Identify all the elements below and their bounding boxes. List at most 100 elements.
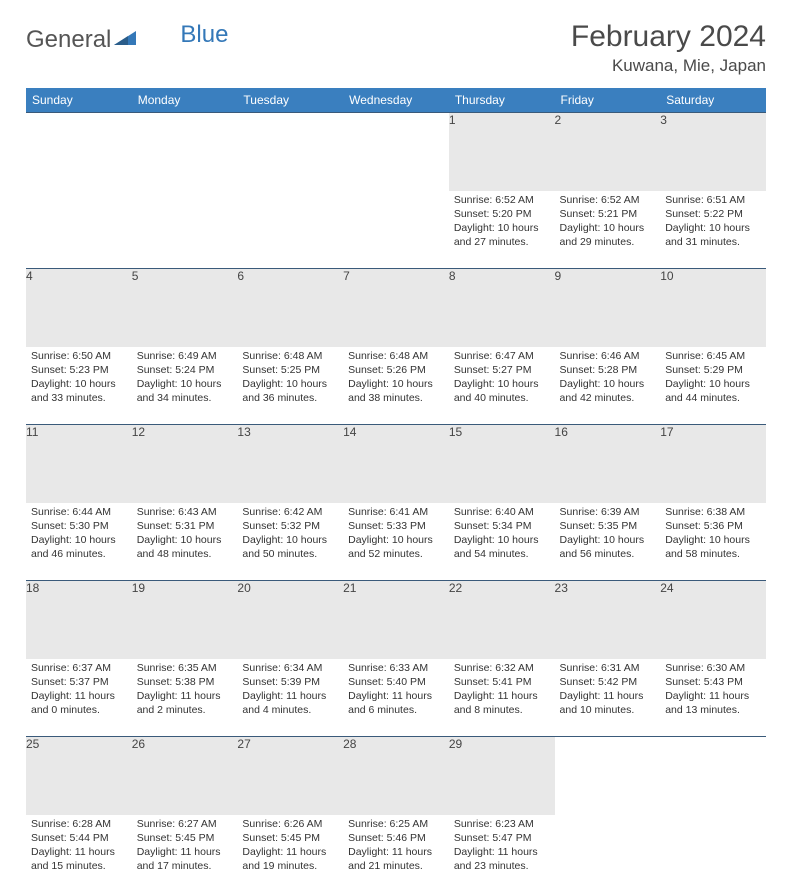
day-number-cell: 3 (660, 113, 766, 191)
sunset-text: Sunset: 5:23 PM (31, 363, 127, 377)
daylight-text-1: Daylight: 11 hours (31, 845, 127, 859)
day-number-cell: 16 (555, 425, 661, 503)
day-cell: Sunrise: 6:52 AMSunset: 5:20 PMDaylight:… (449, 191, 555, 269)
day-number: 17 (660, 425, 673, 439)
day-cell (132, 191, 238, 269)
sunrise-text: Sunrise: 6:25 AM (348, 817, 444, 831)
daylight-text-2: and 52 minutes. (348, 547, 444, 561)
day-cell: Sunrise: 6:44 AMSunset: 5:30 PMDaylight:… (26, 503, 132, 581)
day-details: Sunrise: 6:26 AMSunset: 5:45 PMDaylight:… (237, 815, 343, 880)
daylight-text-2: and 23 minutes. (454, 859, 550, 873)
day-details: Sunrise: 6:38 AMSunset: 5:36 PMDaylight:… (660, 503, 766, 568)
sunset-text: Sunset: 5:38 PM (137, 675, 233, 689)
calendar-table: SundayMondayTuesdayWednesdayThursdayFrid… (26, 88, 766, 893)
day-number: 1 (449, 113, 456, 127)
sunrise-text: Sunrise: 6:42 AM (242, 505, 338, 519)
sunset-text: Sunset: 5:27 PM (454, 363, 550, 377)
sunset-text: Sunset: 5:28 PM (560, 363, 656, 377)
sunrise-text: Sunrise: 6:51 AM (665, 193, 761, 207)
day-cell: Sunrise: 6:40 AMSunset: 5:34 PMDaylight:… (449, 503, 555, 581)
daylight-text-1: Daylight: 10 hours (31, 533, 127, 547)
daylight-text-1: Daylight: 11 hours (137, 845, 233, 859)
day-cell (343, 191, 449, 269)
day-number-cell: 8 (449, 269, 555, 347)
day-cell: Sunrise: 6:35 AMSunset: 5:38 PMDaylight:… (132, 659, 238, 737)
day-number: 23 (555, 581, 568, 595)
brand-logo: General Blue (26, 26, 228, 54)
daylight-text-2: and 34 minutes. (137, 391, 233, 405)
weekday-header: Thursday (449, 88, 555, 113)
daylight-text-2: and 2 minutes. (137, 703, 233, 717)
sunrise-text: Sunrise: 6:28 AM (31, 817, 127, 831)
day-cell: Sunrise: 6:49 AMSunset: 5:24 PMDaylight:… (132, 347, 238, 425)
calendar-body: 1 23 Sunrise: 6:52 AMSunset: 5:20 PMDaylig… (26, 113, 766, 893)
day-number-cell: 9 (555, 269, 661, 347)
daylight-text-2: and 46 minutes. (31, 547, 127, 561)
daylight-text-1: Daylight: 11 hours (348, 689, 444, 703)
day-number-row: 45678910 (26, 269, 766, 347)
daylight-text-2: and 44 minutes. (665, 391, 761, 405)
daylight-text-2: and 38 minutes. (348, 391, 444, 405)
sunrise-text: Sunrise: 6:39 AM (560, 505, 656, 519)
day-details: Sunrise: 6:52 AMSunset: 5:21 PMDaylight:… (555, 191, 661, 256)
daylight-text-1: Daylight: 10 hours (665, 533, 761, 547)
sunset-text: Sunset: 5:47 PM (454, 831, 550, 845)
day-details: Sunrise: 6:42 AMSunset: 5:32 PMDaylight:… (237, 503, 343, 568)
daylight-text-1: Daylight: 10 hours (560, 533, 656, 547)
day-number: 27 (237, 737, 250, 751)
sunset-text: Sunset: 5:21 PM (560, 207, 656, 221)
day-details: Sunrise: 6:48 AMSunset: 5:25 PMDaylight:… (237, 347, 343, 412)
day-cell: Sunrise: 6:28 AMSunset: 5:44 PMDaylight:… (26, 815, 132, 893)
daylight-text-2: and 56 minutes. (560, 547, 656, 561)
day-cell: Sunrise: 6:39 AMSunset: 5:35 PMDaylight:… (555, 503, 661, 581)
sunrise-text: Sunrise: 6:33 AM (348, 661, 444, 675)
sunset-text: Sunset: 5:34 PM (454, 519, 550, 533)
day-number: 28 (343, 737, 356, 751)
day-details: Sunrise: 6:51 AMSunset: 5:22 PMDaylight:… (660, 191, 766, 256)
day-details: Sunrise: 6:40 AMSunset: 5:34 PMDaylight:… (449, 503, 555, 568)
day-number-cell: 23 (555, 581, 661, 659)
sunrise-text: Sunrise: 6:32 AM (454, 661, 550, 675)
sunrise-text: Sunrise: 6:52 AM (454, 193, 550, 207)
day-number: 11 (26, 425, 38, 439)
sunrise-text: Sunrise: 6:37 AM (31, 661, 127, 675)
daylight-text-2: and 4 minutes. (242, 703, 338, 717)
day-number-cell: 21 (343, 581, 449, 659)
day-number-cell: 4 (26, 269, 132, 347)
weekday-header: Sunday (26, 88, 132, 113)
sunrise-text: Sunrise: 6:23 AM (454, 817, 550, 831)
day-number-cell: 13 (237, 425, 343, 503)
day-number-cell (660, 737, 766, 815)
daylight-text-2: and 40 minutes. (454, 391, 550, 405)
sunrise-text: Sunrise: 6:43 AM (137, 505, 233, 519)
brand-text-2: Blue (180, 21, 228, 49)
day-cell (26, 191, 132, 269)
daylight-text-1: Daylight: 10 hours (560, 377, 656, 391)
location-subtitle: Kuwana, Mie, Japan (571, 56, 766, 76)
day-number-cell: 14 (343, 425, 449, 503)
day-number: 29 (449, 737, 462, 751)
day-details: Sunrise: 6:47 AMSunset: 5:27 PMDaylight:… (449, 347, 555, 412)
weekday-header: Wednesday (343, 88, 449, 113)
sunrise-text: Sunrise: 6:45 AM (665, 349, 761, 363)
sunset-text: Sunset: 5:46 PM (348, 831, 444, 845)
sunset-text: Sunset: 5:29 PM (665, 363, 761, 377)
day-number: 18 (26, 581, 39, 595)
daylight-text-2: and 13 minutes. (665, 703, 761, 717)
day-number-cell: 7 (343, 269, 449, 347)
sunrise-text: Sunrise: 6:48 AM (242, 349, 338, 363)
day-number: 14 (343, 425, 356, 439)
day-number-cell: 20 (237, 581, 343, 659)
day-details: Sunrise: 6:52 AMSunset: 5:20 PMDaylight:… (449, 191, 555, 256)
daylight-text-1: Daylight: 11 hours (454, 845, 550, 859)
day-number-cell (555, 737, 661, 815)
sunrise-text: Sunrise: 6:47 AM (454, 349, 550, 363)
sunset-text: Sunset: 5:24 PM (137, 363, 233, 377)
brand-text-1: General (26, 26, 111, 54)
title-block: February 2024 Kuwana, Mie, Japan (571, 20, 766, 76)
sunset-text: Sunset: 5:37 PM (31, 675, 127, 689)
sunset-text: Sunset: 5:25 PM (242, 363, 338, 377)
day-details: Sunrise: 6:48 AMSunset: 5:26 PMDaylight:… (343, 347, 449, 412)
daylight-text-2: and 17 minutes. (137, 859, 233, 873)
day-details: Sunrise: 6:28 AMSunset: 5:44 PMDaylight:… (26, 815, 132, 880)
